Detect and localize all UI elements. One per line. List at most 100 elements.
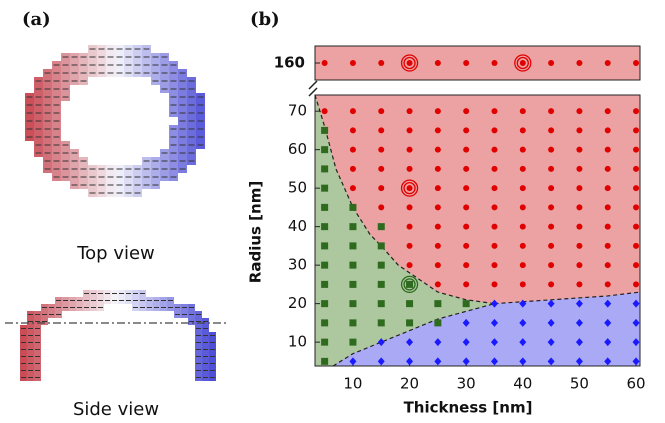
point	[378, 185, 385, 192]
point	[604, 262, 611, 269]
point	[377, 223, 385, 231]
point	[575, 318, 583, 327]
point	[519, 185, 526, 192]
highlight	[516, 56, 529, 70]
point	[604, 357, 612, 366]
point	[463, 165, 470, 172]
point	[491, 242, 498, 249]
point	[406, 338, 414, 347]
y-tick-label: 60	[288, 140, 307, 158]
point	[491, 108, 498, 115]
point	[434, 223, 441, 230]
point	[491, 223, 498, 230]
point	[406, 280, 414, 288]
point	[406, 108, 413, 115]
point	[519, 165, 526, 172]
panel-label: (b)	[250, 9, 280, 30]
point	[576, 281, 583, 288]
point	[321, 165, 329, 173]
point	[406, 60, 413, 66]
highlight	[400, 275, 419, 294]
point	[463, 185, 470, 192]
point	[321, 280, 329, 288]
point	[490, 357, 498, 366]
point	[463, 223, 470, 230]
point	[321, 60, 328, 66]
point	[575, 357, 583, 366]
point	[576, 108, 583, 115]
point	[575, 299, 583, 308]
point	[547, 338, 555, 347]
point	[633, 127, 640, 134]
highlight	[403, 278, 416, 291]
phase-boundary	[494, 291, 641, 305]
point	[377, 357, 385, 366]
point	[321, 146, 329, 154]
point	[377, 319, 385, 327]
point	[434, 300, 442, 308]
point	[604, 281, 611, 288]
point	[519, 338, 527, 347]
point	[519, 281, 526, 288]
point	[519, 60, 526, 66]
point	[491, 281, 498, 288]
x-axis-label: Thickness [nm]	[404, 399, 533, 417]
point	[434, 242, 441, 249]
point	[547, 318, 555, 327]
y-tick-label: 20	[288, 294, 307, 312]
point	[633, 262, 640, 269]
point	[548, 223, 555, 230]
y-tick-label: 10	[288, 333, 307, 351]
axis-frame	[314, 94, 641, 367]
point	[548, 242, 555, 249]
point	[378, 204, 385, 211]
point	[491, 165, 498, 172]
point	[349, 338, 357, 346]
point	[434, 204, 441, 211]
point	[548, 60, 555, 66]
point	[377, 300, 385, 308]
point	[321, 242, 329, 250]
point	[462, 338, 470, 347]
panel-label: (a)	[22, 9, 51, 30]
point	[463, 108, 470, 115]
point	[604, 223, 611, 230]
point	[604, 108, 611, 115]
point	[349, 165, 356, 172]
region	[333, 292, 640, 366]
x-tick-label: 50	[570, 375, 589, 393]
point	[463, 127, 470, 134]
point	[491, 146, 498, 153]
point	[321, 357, 329, 365]
point	[463, 281, 470, 288]
point	[604, 242, 611, 249]
point	[321, 184, 329, 192]
point	[633, 108, 640, 115]
point	[604, 127, 611, 134]
y-tick-label: 40	[288, 217, 307, 235]
point	[378, 165, 385, 172]
point	[349, 357, 357, 366]
point	[519, 357, 527, 366]
point	[547, 357, 555, 366]
point	[490, 299, 498, 308]
point	[463, 204, 470, 211]
y-tick-label: 50	[288, 179, 307, 197]
point	[604, 299, 612, 308]
point	[632, 338, 640, 347]
point	[576, 223, 583, 230]
point	[632, 357, 640, 366]
point	[321, 338, 329, 346]
point	[349, 185, 356, 192]
point	[406, 242, 413, 249]
point	[632, 318, 640, 327]
highlight	[514, 54, 532, 72]
y-tick-label: 160	[274, 54, 305, 72]
point	[632, 299, 640, 308]
point	[349, 203, 357, 211]
point	[548, 165, 555, 172]
point	[434, 281, 441, 288]
point	[519, 242, 526, 249]
point	[321, 261, 329, 269]
